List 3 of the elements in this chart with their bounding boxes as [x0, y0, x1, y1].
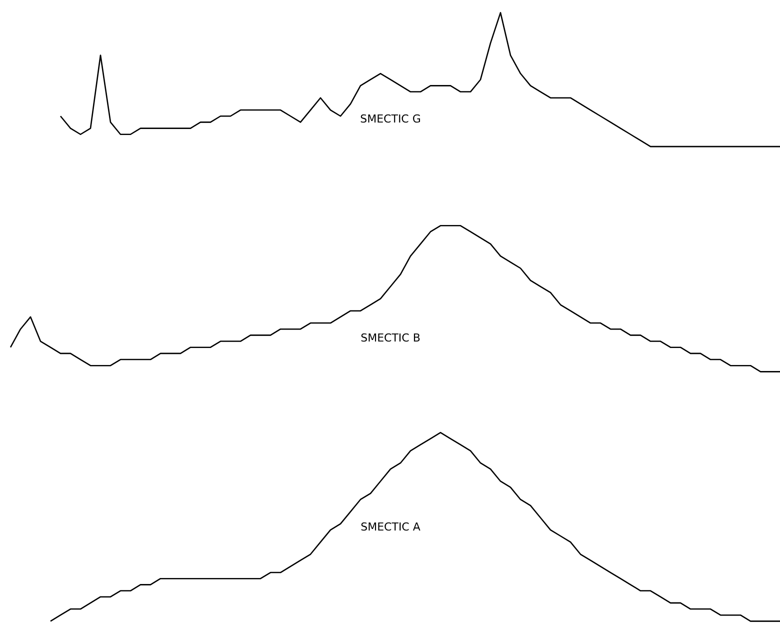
series-label: SMECTIC B — [360, 332, 420, 345]
series-label: SMECTIC G — [360, 112, 421, 126]
series-label: SMECTIC A — [360, 520, 421, 534]
